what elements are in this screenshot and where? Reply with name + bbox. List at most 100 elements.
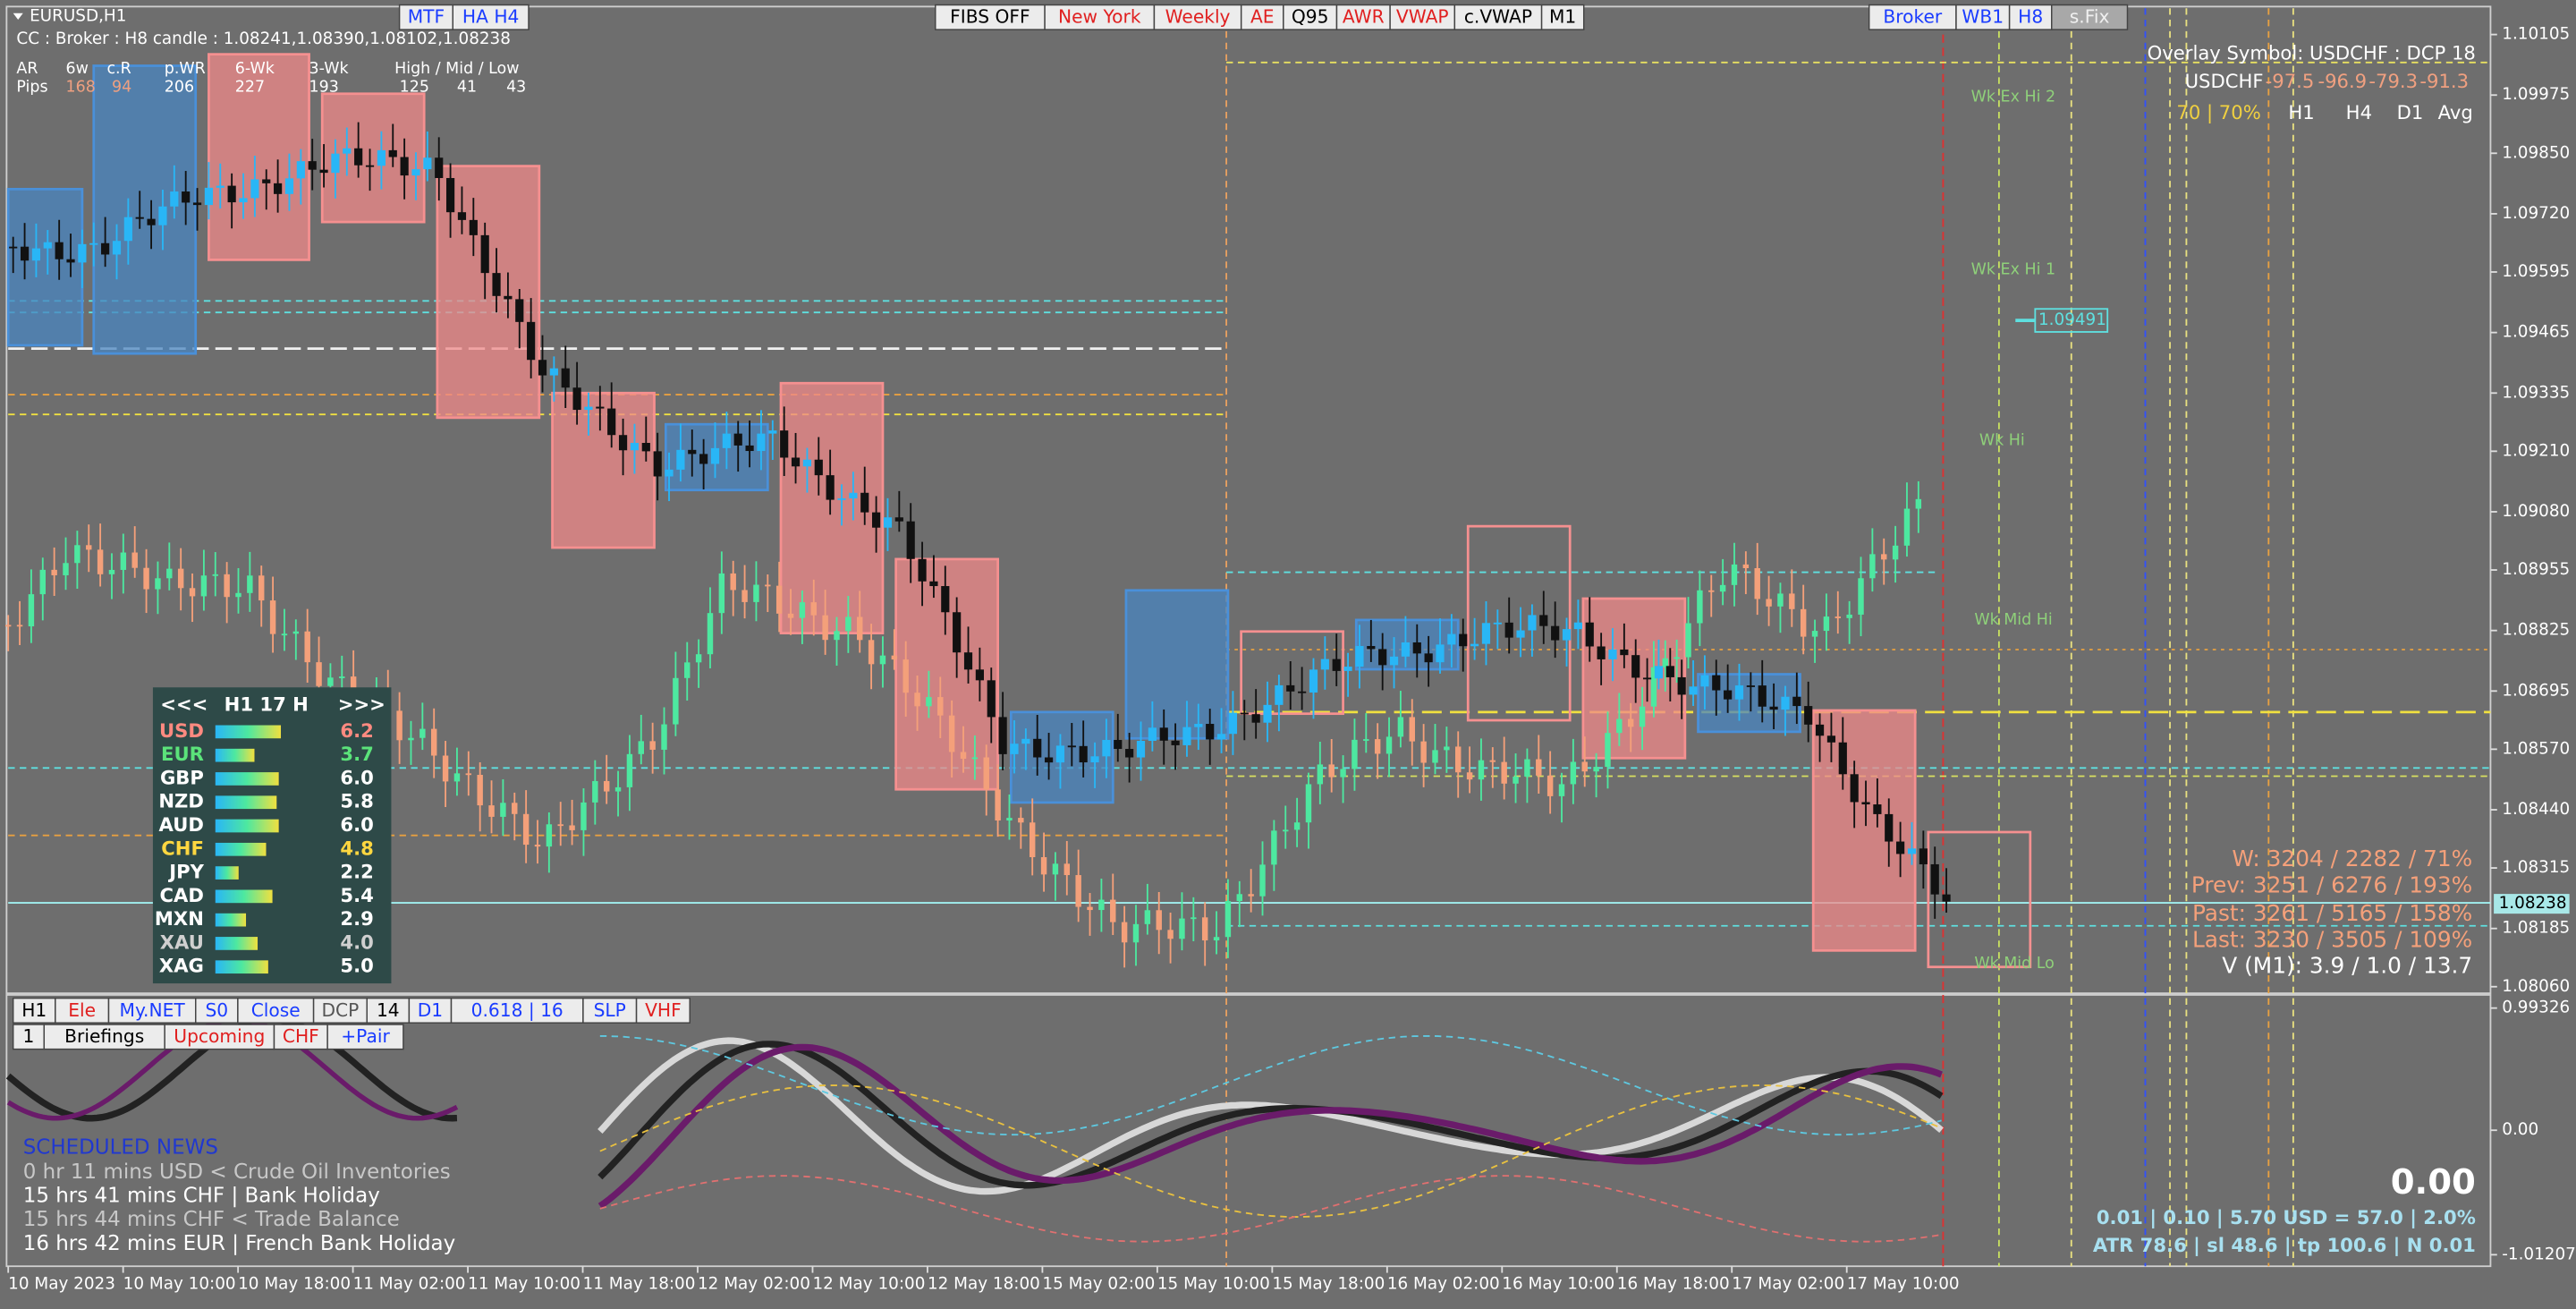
candle-body [388,149,397,157]
candle-body [284,178,294,194]
candle-body [189,588,196,597]
stat-line: Past: 3261 / 5165 / 158% [2192,900,2472,926]
time-label: 12 May 18:00 [928,1274,1040,1293]
toolbar-button[interactable]: S0 [195,997,239,1024]
button-face [408,997,453,1024]
button-face [43,1024,165,1050]
candle-body [1320,659,1329,670]
candle-body [365,165,375,167]
candle-body [894,517,903,522]
button-face [273,1024,328,1050]
toolbar-button[interactable]: Close [237,997,315,1024]
button-face [935,4,1046,30]
time-label: 11 May 02:00 [353,1274,466,1293]
toolbar-button[interactable]: DCP [312,997,368,1024]
toolbar-button[interactable]: SLP [582,997,638,1024]
candle-body [1298,691,1307,693]
indicator-line [597,1041,1944,1189]
candle-body [155,578,161,590]
toolbar-button[interactable]: M1 [1540,4,1585,30]
candle-body [549,368,558,376]
candle-body [902,659,909,693]
candle-body [1608,649,1617,659]
candle-body [722,433,731,448]
strength-bar [215,937,258,950]
candle-body [1171,740,1180,745]
candle-body [419,728,426,738]
toolbar-button[interactable]: Q95 [1283,4,1338,30]
toolbar-button[interactable]: Briefings [43,1024,165,1050]
currency-name: GBP [160,766,204,788]
toolbar-button[interactable]: AWR [1335,4,1391,30]
candle-body [1132,923,1140,943]
candle-body [1216,734,1226,740]
button-label: c.VWAP [1464,6,1532,28]
toolbar-button[interactable]: Upcoming [164,1024,275,1050]
candle-body [998,717,1007,754]
candle-body [1551,625,1560,641]
toolbar-button[interactable]: H1 [12,997,56,1024]
trade-line: ATR 78.6 | sl 48.6 | tp 100.6 | N 0.01 [2093,1234,2476,1257]
candle-body [1374,739,1381,754]
range-value: 43 [506,78,526,96]
candle-body [1915,498,1922,509]
candle-body [408,737,414,741]
toolbar-button[interactable]: D1 [408,997,453,1024]
candle-body [1271,830,1277,865]
currency-value: 2.2 [340,861,373,883]
toolbar-button[interactable]: New York [1044,4,1156,30]
price-tick-label: 1.08185 [2502,919,2570,938]
overlay-ratio: 70 | 70% [2176,101,2260,124]
toolbar-button[interactable]: Ele [55,997,110,1024]
candle-body [158,206,167,225]
toolbar-button[interactable]: 14 [366,997,411,1024]
strength-bar [215,913,247,927]
toolbar-button[interactable]: VWAP [1389,4,1456,30]
candle-body [147,218,156,225]
currency-value: 4.0 [340,931,373,953]
toolbar-button[interactable]: 1 [12,1024,46,1050]
candle-body [1712,675,1721,691]
candle-body [1585,622,1594,647]
toolbar-button[interactable]: My.NET [107,997,197,1024]
time-label: 12 May 02:00 [698,1274,810,1293]
toolbar-button[interactable]: WB1 [1955,4,2011,30]
toolbar-button[interactable]: s.Fix [2051,4,2129,30]
candle-body [488,805,495,817]
currency-value: 6.2 [340,719,373,742]
toolbar-button[interactable]: +Pair [326,1024,404,1050]
candle-body [1528,615,1537,631]
toolbar-button[interactable]: 0.618 | 16 [450,997,584,1024]
candle-body [872,512,881,528]
button-label: VHF [645,999,682,1021]
trade-total: 0.00 [2391,1162,2476,1203]
toolbar-button[interactable]: HA H4 [452,4,530,30]
candle-body [1167,930,1174,939]
candle-body [538,360,547,376]
candle-body [235,592,242,598]
toolbar-button[interactable]: FIBS OFF [935,4,1046,30]
candle-body [339,676,345,678]
candle-body [274,183,283,194]
toolbar-button[interactable]: AE [1240,4,1284,30]
candle-body [1815,724,1825,736]
candle-body [883,517,893,528]
toolbar-button[interactable]: Weekly [1153,4,1242,30]
candle-body [1654,666,1664,679]
toolbar-button[interactable]: MTF [398,4,454,30]
candle-body [1470,643,1479,647]
range-box [1240,630,1344,716]
level-name: Wk Ex Hi 2 [1971,88,2055,106]
toolbar-button[interactable]: H8 [2008,4,2053,30]
candle-body [638,741,644,754]
candle-body [918,558,927,582]
candle-body [1546,775,1554,796]
candle-body [929,581,938,587]
candle-body [319,169,328,174]
candle-body [1352,739,1358,769]
toolbar-button[interactable]: Broker [1868,4,1957,30]
button-label: Close [251,999,301,1021]
toolbar-button[interactable]: CHF [273,1024,328,1050]
toolbar-button[interactable]: c.VWAP [1453,4,1543,30]
toolbar-button[interactable]: VHF [635,997,691,1024]
